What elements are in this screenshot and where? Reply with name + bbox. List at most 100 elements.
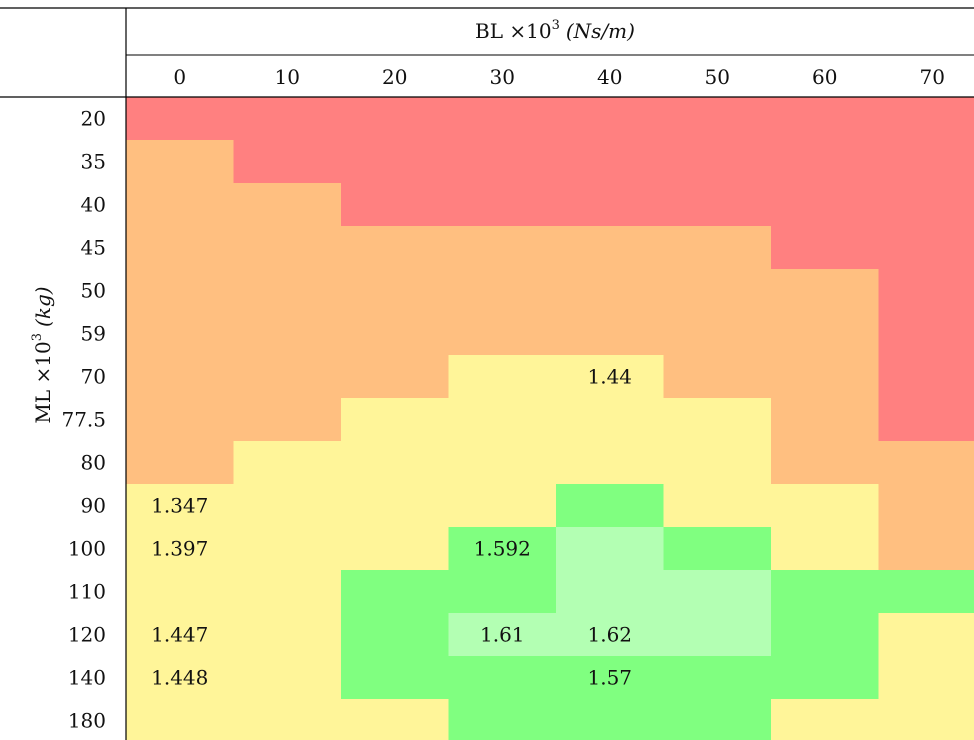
cell-value-label: 1.62 (587, 623, 632, 647)
heatmap-cell (341, 312, 450, 356)
heatmap-cell (663, 699, 772, 740)
heatmap-cell (126, 398, 235, 442)
heatmap-cell (233, 699, 342, 740)
column-header-title: BL ×103 (Ns/m) (475, 18, 635, 43)
heatmap-cell (771, 312, 880, 356)
row-header-label: ML ×10 (31, 341, 55, 423)
row-label: 70 (81, 365, 106, 389)
heatmap-cell (771, 484, 880, 528)
row-label: 140 (68, 666, 106, 690)
heatmap-cell (341, 613, 450, 657)
heatmap-cell (126, 484, 235, 528)
heatmap-cell (771, 183, 880, 227)
heatmap-cell (771, 398, 880, 442)
heatmap-cell (126, 140, 235, 184)
column-label: 50 (705, 65, 730, 89)
heatmap-cell (878, 312, 974, 356)
heatmap-cell (556, 527, 665, 571)
row-label: 45 (81, 236, 106, 260)
heatmap-cell (556, 269, 665, 313)
heatmap-cell (341, 441, 450, 485)
heatmap-cell (126, 570, 235, 614)
heatmap-cell (341, 97, 450, 141)
heatmap-cell (663, 97, 772, 141)
heatmap-cell (448, 441, 557, 485)
heatmap-cell (878, 183, 974, 227)
heatmap-cell (233, 656, 342, 700)
heatmap-cell (233, 140, 342, 184)
heatmap-cell (341, 226, 450, 270)
cell-value-label: 1.447 (151, 623, 208, 647)
heatmap-cell (448, 355, 557, 399)
heatmap-cell (126, 312, 235, 356)
column-label: 0 (173, 65, 186, 89)
row-label: 77.5 (61, 408, 106, 432)
heatmap-cell (556, 226, 665, 270)
heatmap-cell (663, 656, 772, 700)
heatmap-cell (878, 355, 974, 399)
row-labels: 20 35 40 45 50 59 70 77.5 80 90 100 110 120 140 180 (61, 107, 106, 733)
heatmap-cell (448, 312, 557, 356)
heatmap-cell (663, 183, 772, 227)
cell-value-label: 1.44 (587, 365, 632, 389)
cell-value-label: 1.57 (587, 666, 632, 690)
heatmap-cell (126, 97, 235, 141)
heatmap-cell (663, 570, 772, 614)
column-label: 20 (382, 65, 407, 89)
heatmap-cell (663, 312, 772, 356)
heatmap-cell (556, 398, 665, 442)
heatmap-cell (556, 183, 665, 227)
heatmap-cell (448, 183, 557, 227)
column-label: 40 (597, 65, 622, 89)
heatmap-cell (341, 183, 450, 227)
heatmap-cell (341, 484, 450, 528)
heatmap-cell (663, 484, 772, 528)
column-label: 70 (920, 65, 945, 89)
heatmap-cell (233, 613, 342, 657)
heatmap-cell (663, 226, 772, 270)
heatmap-cell (556, 97, 665, 141)
heatmap-cell (341, 570, 450, 614)
heatmap-cell (448, 613, 557, 657)
heatmap-cell (556, 613, 665, 657)
heatmap-cell (878, 441, 974, 485)
heatmap-cell (878, 140, 974, 184)
cells-layer (126, 97, 974, 740)
heatmap-cell (556, 355, 665, 399)
heatmap-cell (878, 527, 974, 571)
heatmap-cell (878, 269, 974, 313)
heatmap-cell (771, 699, 880, 740)
column-labels: 0 10 20 30 40 50 60 70 (173, 65, 945, 89)
heatmap-cell (448, 140, 557, 184)
heatmap-cell (771, 441, 880, 485)
heatmap-cell (341, 355, 450, 399)
heatmap-cell (771, 527, 880, 571)
heatmap-cell (126, 527, 235, 571)
heatmap-cell (771, 140, 880, 184)
heatmap-cell (448, 570, 557, 614)
row-label: 120 (68, 623, 106, 647)
heatmap-cell (126, 656, 235, 700)
heatmap-cell (448, 269, 557, 313)
heatmap-cell (233, 570, 342, 614)
heatmap-cell (448, 699, 557, 740)
row-label: 80 (81, 451, 106, 475)
heatmap-cell (771, 97, 880, 141)
heatmap-cell (233, 441, 342, 485)
grid-lines (0, 7, 974, 740)
heatmap-cell (341, 140, 450, 184)
heatmap-cell (878, 97, 974, 141)
heatmap-cell (878, 398, 974, 442)
heatmap-cell (771, 355, 880, 399)
heatmap-cell (126, 613, 235, 657)
heatmap-cell (126, 183, 235, 227)
heatmap-cell (448, 527, 557, 571)
heatmap-cell (126, 226, 235, 270)
heatmap-cell (233, 527, 342, 571)
heatmap-cell (771, 226, 880, 270)
column-label: 10 (275, 65, 300, 89)
row-header-exponent: 3 (30, 333, 45, 341)
heatmap-cell (448, 97, 557, 141)
